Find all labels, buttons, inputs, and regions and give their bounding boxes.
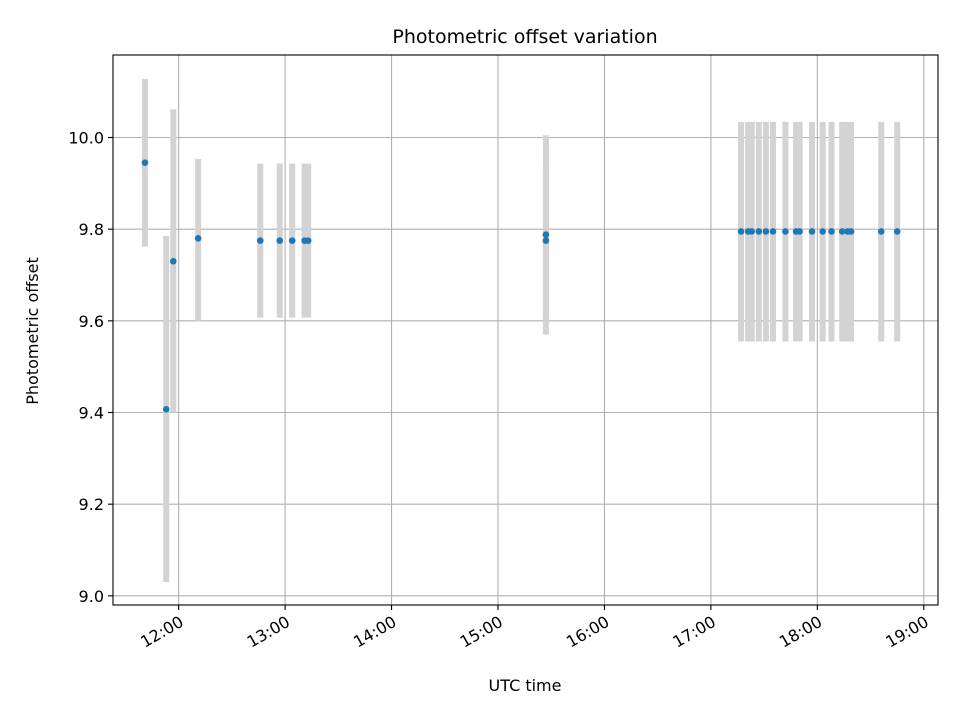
data-point: [782, 228, 789, 235]
data-point: [194, 235, 202, 242]
data-point: [542, 237, 550, 244]
data-point: [819, 228, 826, 235]
data-point: [256, 237, 264, 244]
grid: [113, 55, 938, 605]
data-point: [288, 237, 296, 244]
data-point: [808, 228, 816, 235]
y-tick-label: 9.2: [79, 495, 104, 514]
data-markers: [141, 159, 901, 413]
data-point: [276, 237, 284, 244]
data-point: [877, 228, 885, 235]
data-point: [762, 228, 770, 235]
data-point: [796, 228, 803, 235]
y-tick-label: 9.8: [79, 220, 104, 239]
y-tick-label: 9.4: [79, 404, 104, 423]
y-tick-label: 9.0: [79, 587, 104, 606]
data-point: [170, 257, 177, 265]
data-point: [141, 159, 149, 167]
y-axis-title: Photometric offset: [23, 257, 42, 405]
plot-area-frame: [112, 54, 939, 606]
data-point: [737, 228, 745, 235]
data-point: [838, 228, 846, 235]
x-axis-title: UTC time: [489, 676, 562, 695]
data-point: [893, 228, 901, 235]
data-point: [748, 228, 756, 235]
data-point: [162, 405, 170, 413]
chart-title: Photometric offset variation: [392, 26, 657, 48]
y-axis-ticks: 9.0 9.2 9.4 9.6 9.8 10.0: [68, 129, 113, 606]
data-point: [847, 228, 855, 235]
data-point: [769, 228, 777, 235]
y-tick-label: 10.0: [68, 129, 104, 148]
y-tick-label: 9.6: [79, 312, 104, 331]
data-point: [304, 237, 312, 244]
data-point: [755, 228, 763, 235]
data-point: [542, 231, 550, 238]
data-point: [828, 228, 835, 235]
